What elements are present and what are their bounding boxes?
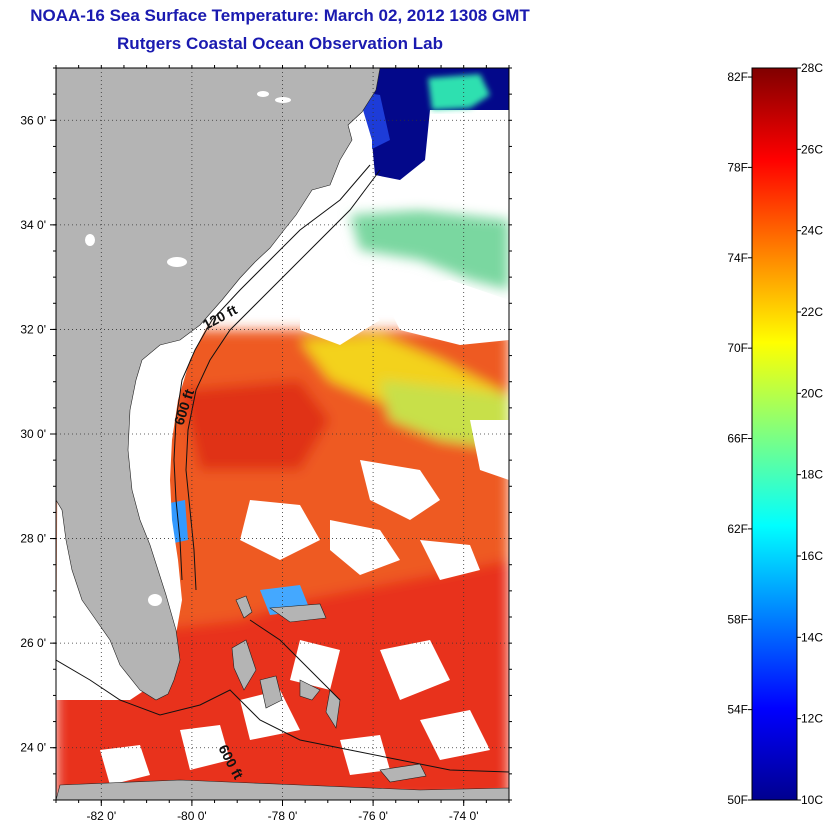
us-southeast-land — [56, 68, 381, 701]
colorbar-fahrenheit-label: 70F — [727, 341, 748, 355]
colorbar-fahrenheit-label: 74F — [727, 251, 748, 265]
x-tick-label: -78 0' — [268, 809, 298, 823]
lakes — [85, 91, 291, 606]
colorbar — [751, 67, 798, 801]
colorbar-fahrenheit-label: 50F — [727, 793, 748, 807]
colorbar-celsius-label: 22C — [801, 305, 823, 319]
sst-cyan-plume — [428, 74, 490, 110]
y-tick-label: 36 0' — [20, 113, 46, 127]
y-tick-label: 32 0' — [20, 322, 46, 336]
colorbar-fahrenheit-label: 58F — [727, 612, 748, 626]
colorbar-celsius-label: 10C — [801, 793, 823, 807]
colorbar-celsius-label: 20C — [801, 386, 823, 400]
colorbar-celsius-label: 24C — [801, 224, 823, 238]
colorbar-celsius-label: 16C — [801, 549, 823, 563]
axis-labels: -82 0' -80 0' -78 0' -76 0' -74 0' 24 0' 26 0'… — [20, 113, 478, 823]
y-tick-label: 26 0' — [20, 636, 46, 650]
colorbar-fahrenheit-label: 82F — [727, 70, 748, 84]
y-tick-label: 34 0' — [20, 218, 46, 232]
colorbar-fahrenheit-label: 54F — [727, 703, 748, 717]
colorbar-celsius-label: 28C — [801, 61, 823, 75]
map-title: NOAA-16 Sea Surface Temperature: March 0… — [30, 6, 530, 25]
y-tick-label: 24 0' — [20, 741, 46, 755]
x-tick-label: -74 0' — [449, 809, 479, 823]
isobath-bahamas — [249, 619, 341, 701]
colorbar-celsius-label: 18C — [801, 468, 823, 482]
map-subtitle: Rutgers Coastal Ocean Observation Lab — [117, 34, 443, 53]
isobaths — [56, 164, 509, 773]
y-tick-label: 30 0' — [20, 427, 46, 441]
sst-red-core — [180, 380, 330, 470]
colorbar-ticks — [748, 67, 801, 801]
x-tick-label: -76 0' — [358, 809, 388, 823]
sst-green-band — [350, 210, 509, 290]
isobath-south — [56, 659, 509, 773]
colorbar-celsius-label: 14C — [801, 630, 823, 644]
isobath-600ft — [185, 169, 381, 591]
map-area — [56, 68, 509, 800]
y-tick-label: 28 0' — [20, 532, 46, 546]
axis-ticks — [50, 65, 512, 806]
colorbar-celsius-label: 26C — [801, 142, 823, 156]
colorbar-fahrenheit-label: 66F — [727, 432, 748, 446]
x-tick-label: -82 0' — [86, 809, 116, 823]
colorbar-fahrenheit-label: 62F — [727, 522, 748, 536]
x-tick-label: -80 0' — [177, 809, 207, 823]
cloud-cover — [100, 280, 509, 785]
colorbar-celsius-label: 12C — [801, 712, 823, 726]
colorbar-labels: 10C 12C 14C 16C 18C 20C 22C 24C 26C 28C 50F 54F 58F 6… — [727, 61, 823, 807]
isobath-120ft — [173, 164, 371, 581]
colorbar-fahrenheit-label: 78F — [727, 160, 748, 174]
